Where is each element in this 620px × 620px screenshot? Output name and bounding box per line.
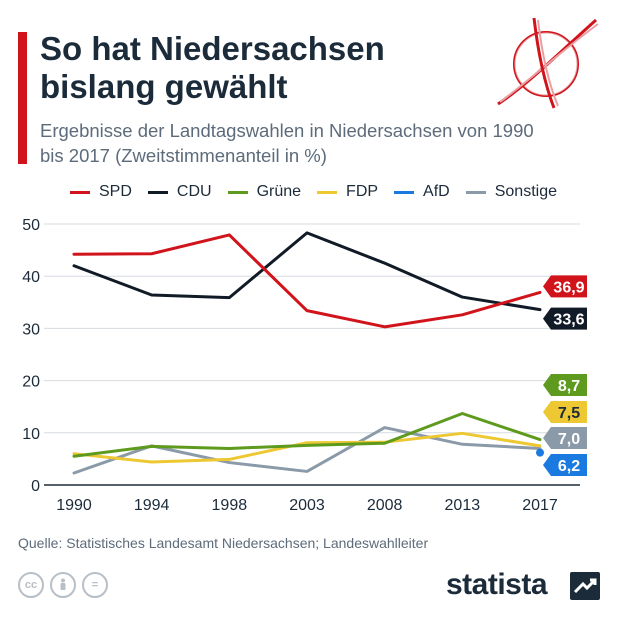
end-label-fdp: 7,5 <box>558 405 580 422</box>
x-tick-label: 2003 <box>289 497 325 514</box>
end-label-badge <box>551 275 587 298</box>
legend-label: Grüne <box>256 183 302 200</box>
no-derivatives-icon[interactable]: = <box>82 572 108 598</box>
y-tick-label: 50 <box>22 217 40 234</box>
end-label-badge <box>551 307 587 330</box>
legend-item-afd: AfD <box>394 183 450 201</box>
legend-swatch <box>317 190 338 194</box>
series-line-grüne <box>72 411 542 458</box>
y-tick-label: 0 <box>31 478 40 495</box>
legend-item-fdp: FDP <box>317 183 378 201</box>
end-label-spd: 36,9 <box>553 279 584 296</box>
ballot-cross-icon <box>497 17 599 109</box>
end-label-sonstige: 7,0 <box>558 431 580 448</box>
statista-logo[interactable]: statista <box>446 568 548 601</box>
y-tick-label: 40 <box>22 269 40 286</box>
end-label-pointer <box>543 374 551 396</box>
x-tick-label: 1994 <box>134 497 170 514</box>
x-tick-label: 2013 <box>445 497 481 514</box>
end-label-pointer <box>543 307 551 330</box>
end-label-badge <box>551 454 587 476</box>
series-point-afd <box>536 448 544 457</box>
end-label-badge <box>551 427 587 449</box>
legend-label: SPD <box>99 183 132 200</box>
accent-bar <box>18 32 27 164</box>
x-tick-label: 2017 <box>522 497 558 514</box>
series-line-fdp <box>72 431 542 464</box>
end-label-pointer <box>543 401 551 423</box>
creative-commons-icon[interactable]: cc <box>18 572 44 598</box>
legend-label: FDP <box>346 183 379 200</box>
x-tick-label: 1998 <box>212 497 248 514</box>
statista-logo-icon <box>570 572 600 600</box>
attribution-icon[interactable] <box>50 572 76 598</box>
end-label-grüne: 8,7 <box>558 378 580 395</box>
end-label-afd: 6,2 <box>558 458 580 475</box>
legend-item-grüne: Grüne <box>227 183 302 201</box>
end-label-cdu: 33,6 <box>553 312 584 329</box>
legend-swatch <box>147 190 168 194</box>
legend-swatch <box>70 190 90 194</box>
legend-label: Sonstige <box>494 183 557 200</box>
page-title: So hat Niedersachsen bislang gewählt <box>40 30 385 105</box>
end-label-pointer <box>543 427 551 449</box>
series-line-spd <box>72 233 542 329</box>
y-tick-label: 10 <box>22 426 40 443</box>
legend-label: CDU <box>176 183 212 200</box>
end-label-badge <box>551 401 587 423</box>
legend-swatch <box>227 190 248 194</box>
series-line-cdu <box>72 231 542 312</box>
legend-label: AfD <box>423 183 450 200</box>
chart-subtitle: Ergebnisse der Landtagswahlen in Nieders… <box>40 120 534 166</box>
legend-item-cdu: CDU <box>147 183 212 201</box>
chart-legend: SPD CDU Grüne FDP AfD Sonstige <box>70 181 573 203</box>
x-tick-label: 2008 <box>367 497 403 514</box>
y-tick-label: 20 <box>22 374 40 391</box>
end-label-badge <box>551 374 587 396</box>
legend-swatch <box>465 190 486 194</box>
source-note: Quelle: Statistisches Landesamt Niedersa… <box>18 535 429 551</box>
legend-swatch <box>394 190 415 194</box>
legend-item-sonstige: Sonstige <box>465 183 557 201</box>
line-chart: 0 10 20 30 40 50 1990 1994 1998 2003 2008 2013 2017 3… <box>22 217 587 514</box>
license-icons: cc = <box>18 572 114 598</box>
legend-item-spd: SPD <box>70 183 132 201</box>
y-tick-label: 30 <box>22 321 40 338</box>
end-label-pointer <box>543 454 551 476</box>
x-tick-label: 1990 <box>56 497 92 514</box>
end-label-pointer <box>543 275 551 298</box>
